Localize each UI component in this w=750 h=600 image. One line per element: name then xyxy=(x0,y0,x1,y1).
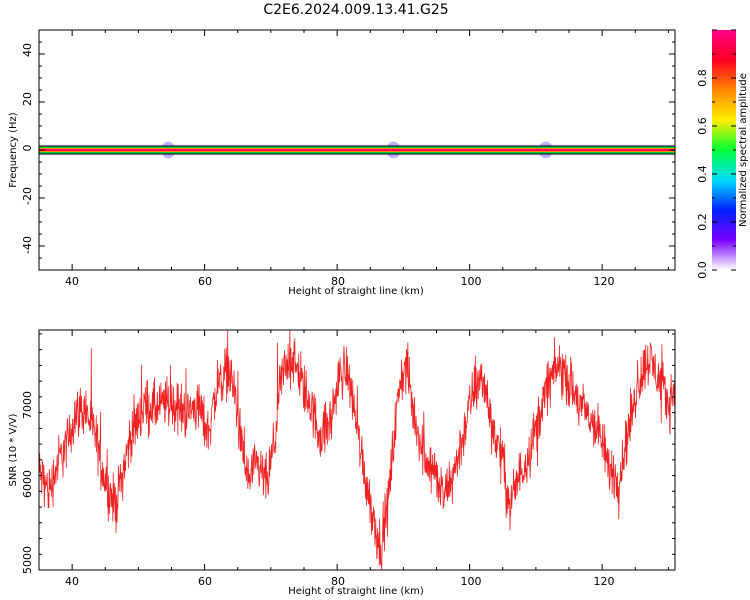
chart-title: C2E6.2024.009.13.41.G25 xyxy=(263,2,448,18)
spectrogram-x-tick-label: 120 xyxy=(594,275,615,288)
snr-frame xyxy=(38,329,676,571)
colorbar-tick-label: 0.0 xyxy=(696,261,709,279)
spectrogram-x-tick-label: 40 xyxy=(65,275,79,288)
colorbar-label: Normalized spectral amplitude xyxy=(738,73,749,227)
snr-x-tick-label: 40 xyxy=(65,575,79,588)
spectrogram-y-tick-label: -20 xyxy=(21,187,34,205)
spectrogram-y-tick-label: 20 xyxy=(21,92,34,106)
snr-y-tick-label: 7000 xyxy=(21,391,34,419)
colorbar-tick-label: 0.4 xyxy=(696,165,709,183)
colorbar-ticks xyxy=(712,29,736,271)
snr-ticks xyxy=(38,330,675,571)
snr-x-tick-label: 100 xyxy=(461,575,482,588)
colorbar-tick-label: 0.8 xyxy=(696,69,709,87)
spectrogram-y-axis-label: Frequency (Hz) xyxy=(8,112,19,188)
spectrogram-x-tick-label: 80 xyxy=(331,275,345,288)
spectrogram-y-tick-label: -40 xyxy=(21,236,34,254)
snr-x-tick-label: 80 xyxy=(331,575,345,588)
spectrogram-y-tick-label: 40 xyxy=(21,43,34,57)
snr-x-tick-label: 60 xyxy=(198,575,212,588)
snr-x-tick-label: 120 xyxy=(594,575,615,588)
colorbar-tick-label: 0.2 xyxy=(696,213,709,231)
spectrogram-y-tick-label: 0 xyxy=(21,145,34,152)
snr-panel: 40 60 80 100 120 Height of straight line… xyxy=(8,329,676,597)
snr-y-tick-label: 6000 xyxy=(21,470,34,498)
snr-x-axis-label: Height of straight line (km) xyxy=(288,586,424,597)
colorbar-tick-label: 0.6 xyxy=(696,117,709,135)
spectral-band xyxy=(39,141,675,159)
snr-y-axis-label: SNR (10 * V/V) xyxy=(8,413,19,486)
spectrogram-panel: 40 60 80 100 120 Height of straight line… xyxy=(8,29,676,297)
snr-series-line xyxy=(38,329,676,571)
spectrogram-x-tick-label: 100 xyxy=(461,275,482,288)
colorbar: 0.0 0.2 0.4 0.6 0.8 Normalized spectral … xyxy=(696,29,749,279)
colorbar-swatch xyxy=(712,30,736,270)
spectrogram-ticks xyxy=(38,29,675,271)
snr-y-tick-label: 5000 xyxy=(21,546,34,574)
spectrogram-x-axis-label: Height of straight line (km) xyxy=(288,286,424,297)
spectrogram-x-tick-label: 60 xyxy=(198,275,212,288)
